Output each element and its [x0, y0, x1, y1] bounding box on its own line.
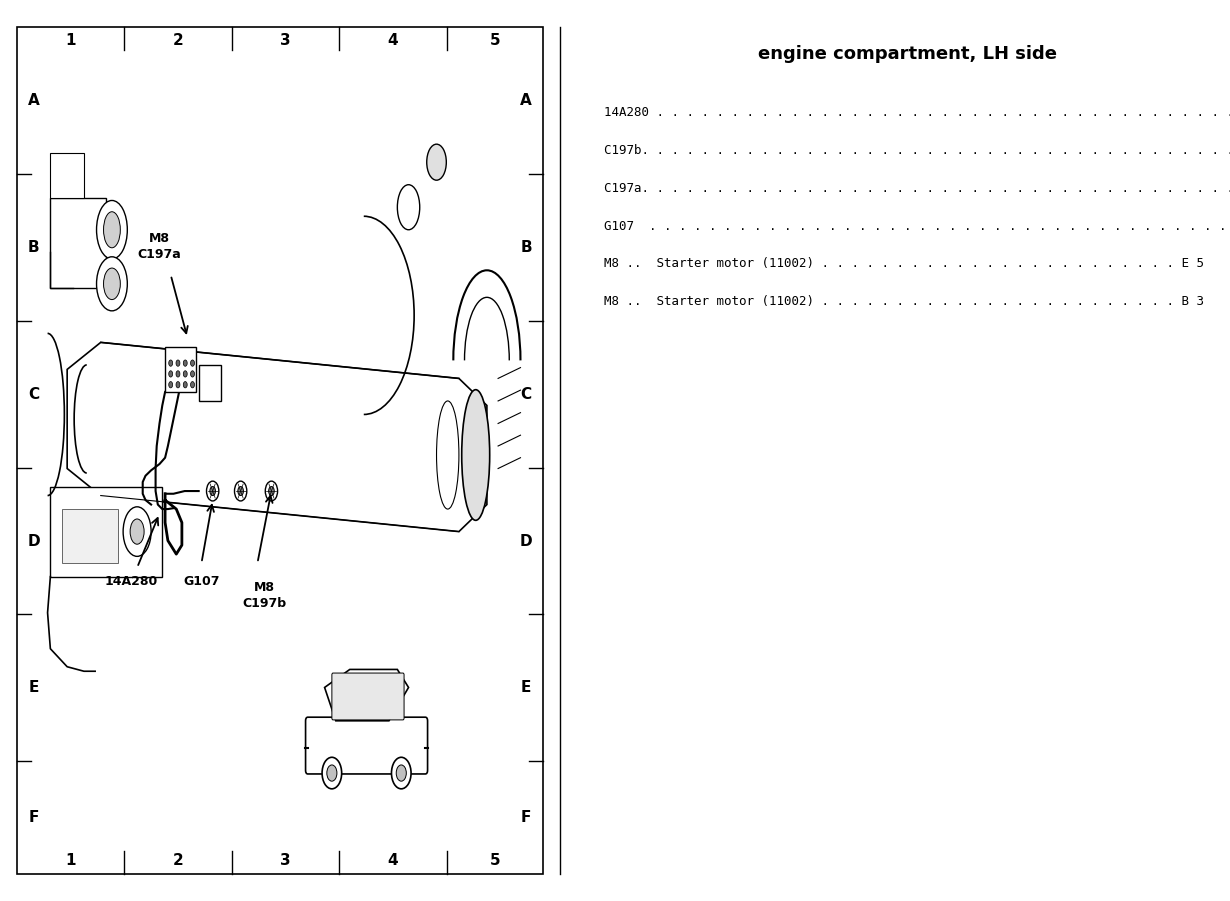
Ellipse shape	[210, 487, 215, 496]
Text: F: F	[520, 810, 531, 825]
Ellipse shape	[397, 185, 419, 230]
Text: 14A280: 14A280	[105, 575, 159, 587]
Text: 3: 3	[280, 33, 290, 48]
Ellipse shape	[437, 401, 459, 509]
Text: C197a. . . . . . . . . . . . . . . . . . . . . . . . . . . . . . . . . . . . . .: C197a. . . . . . . . . . . . . . . . . .…	[604, 182, 1230, 195]
Text: B: B	[28, 240, 39, 255]
Text: M8 ..  Starter motor (11002) . . . . . . . . . . . . . . . . . . . . . . . . E 5: M8 .. Starter motor (11002) . . . . . . …	[604, 258, 1204, 270]
Text: 14A280 . . . . . . . . . . . . . . . . . . . . . . . . . . . . . . . . . . . . .: 14A280 . . . . . . . . . . . . . . . . .…	[604, 106, 1230, 119]
Ellipse shape	[391, 757, 411, 789]
Ellipse shape	[235, 481, 247, 501]
Ellipse shape	[327, 765, 337, 781]
Text: F: F	[28, 810, 39, 825]
Text: 2: 2	[172, 33, 183, 48]
Ellipse shape	[183, 360, 187, 367]
Text: M8 ..  Starter motor (11002) . . . . . . . . . . . . . . . . . . . . . . . . B 3: M8 .. Starter motor (11002) . . . . . . …	[604, 296, 1204, 308]
Text: 3: 3	[280, 853, 290, 868]
Ellipse shape	[103, 212, 121, 248]
Ellipse shape	[176, 360, 180, 367]
Polygon shape	[325, 669, 408, 721]
Text: B: B	[520, 240, 531, 255]
Bar	[165, 347, 196, 392]
Text: 5: 5	[490, 853, 501, 868]
Text: C197b. . . . . . . . . . . . . . . . . . . . . . . . . . . . . . . . . . . . . .: C197b. . . . . . . . . . . . . . . . . .…	[604, 144, 1230, 157]
Bar	[50, 487, 162, 577]
Text: 4: 4	[387, 33, 399, 48]
Text: G107: G107	[183, 575, 220, 587]
Ellipse shape	[183, 371, 187, 378]
Ellipse shape	[103, 268, 121, 299]
Text: 2: 2	[172, 853, 183, 868]
Ellipse shape	[176, 382, 180, 388]
Text: 1: 1	[65, 33, 76, 48]
Text: D: D	[520, 533, 533, 549]
FancyBboxPatch shape	[332, 673, 405, 720]
Ellipse shape	[191, 382, 194, 388]
Text: A: A	[28, 93, 39, 108]
Text: E: E	[28, 680, 39, 696]
Ellipse shape	[461, 389, 490, 520]
Ellipse shape	[96, 257, 128, 311]
Ellipse shape	[191, 371, 194, 378]
Text: C: C	[28, 387, 39, 402]
Bar	[50, 198, 106, 288]
Ellipse shape	[427, 144, 446, 180]
Text: D: D	[27, 533, 39, 549]
Polygon shape	[68, 342, 487, 532]
Ellipse shape	[191, 360, 194, 367]
Text: A: A	[520, 93, 531, 108]
Ellipse shape	[396, 765, 406, 781]
Ellipse shape	[169, 360, 172, 367]
Ellipse shape	[169, 371, 172, 378]
Ellipse shape	[96, 200, 128, 259]
Text: 1: 1	[65, 853, 76, 868]
Ellipse shape	[322, 757, 342, 789]
Text: G107  . . . . . . . . . . . . . . . . . . . . . . . . . . . . . . . . . . . . . : G107 . . . . . . . . . . . . . . . . . .…	[604, 220, 1230, 232]
Text: engine compartment, LH side: engine compartment, LH side	[758, 45, 1057, 63]
Ellipse shape	[176, 371, 180, 378]
Ellipse shape	[266, 481, 278, 501]
FancyBboxPatch shape	[305, 717, 428, 774]
Text: M8
C197a: M8 C197a	[138, 232, 181, 261]
Text: E: E	[520, 680, 531, 696]
Bar	[50, 153, 84, 198]
Text: C: C	[520, 387, 531, 402]
Bar	[199, 365, 221, 401]
Text: 4: 4	[387, 853, 399, 868]
Ellipse shape	[123, 506, 151, 557]
Ellipse shape	[268, 487, 274, 496]
Ellipse shape	[183, 382, 187, 388]
Text: M8
C197b: M8 C197b	[242, 581, 287, 610]
Ellipse shape	[207, 481, 219, 501]
Bar	[62, 509, 118, 563]
Ellipse shape	[237, 487, 244, 496]
Ellipse shape	[169, 382, 172, 388]
Ellipse shape	[130, 519, 144, 544]
Text: 5: 5	[490, 33, 501, 48]
